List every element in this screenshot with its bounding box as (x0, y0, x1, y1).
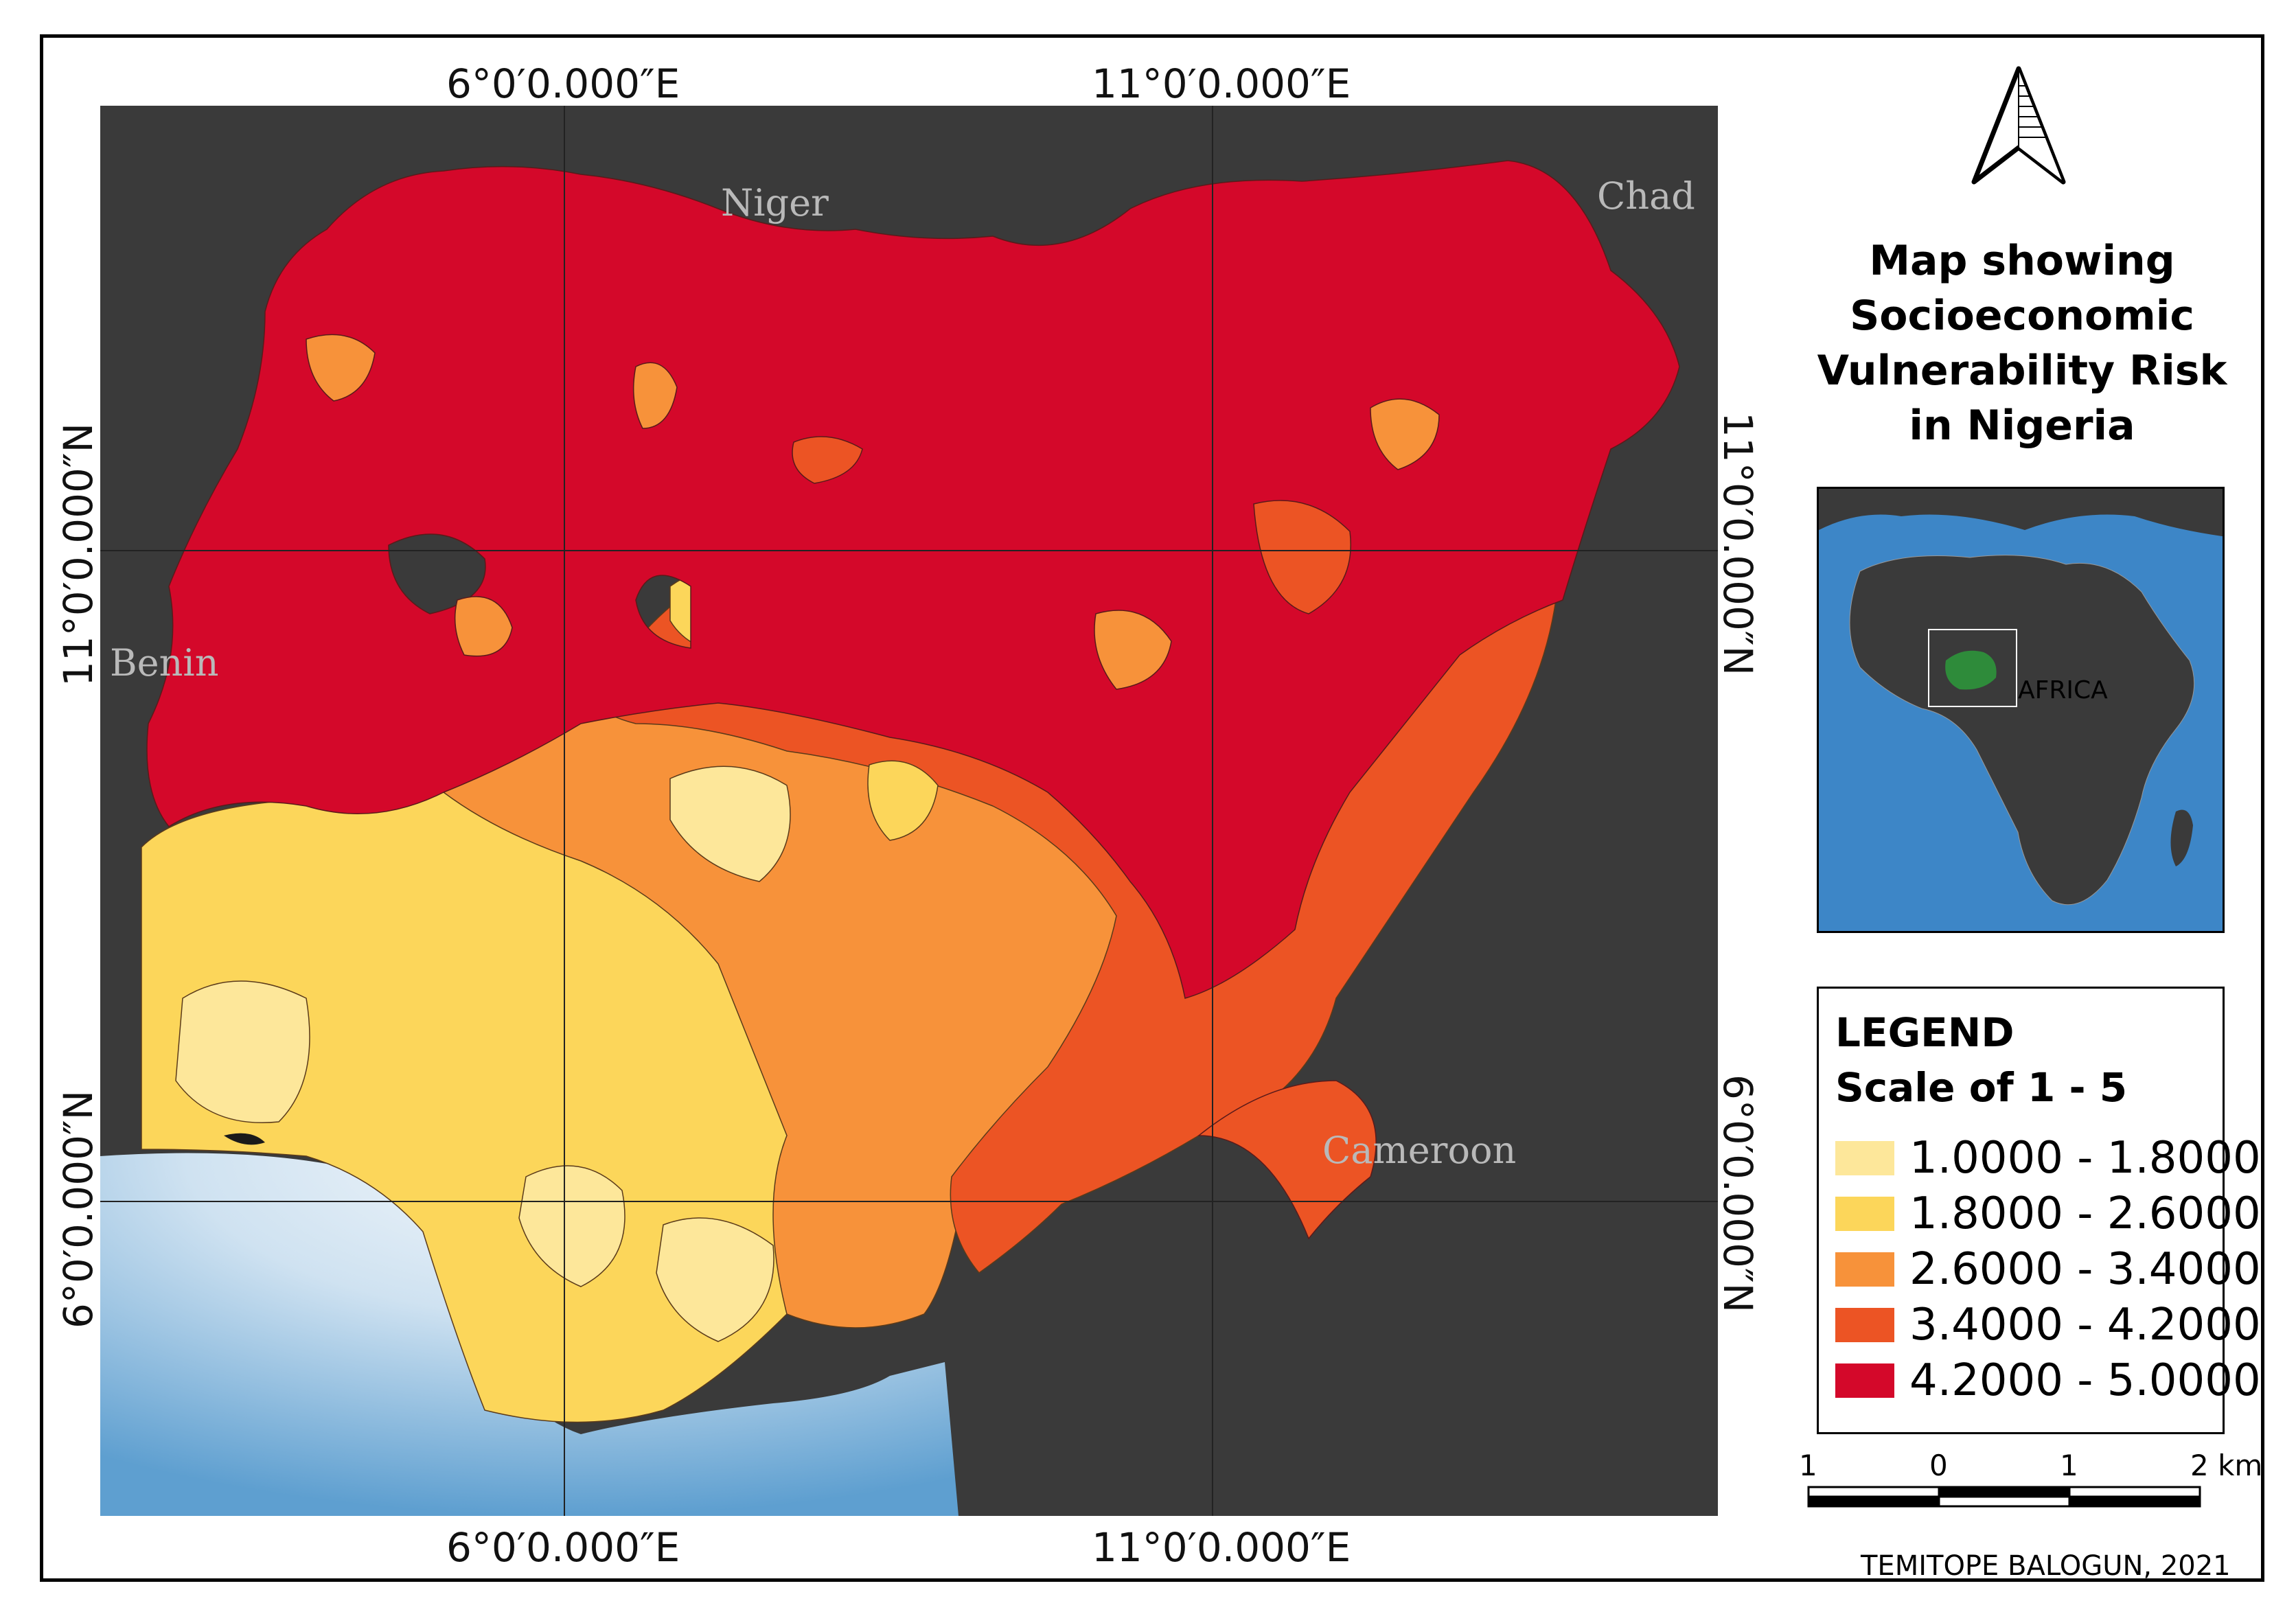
inset-nigeria (1945, 650, 1997, 690)
region-north-orange-3 (1370, 398, 1440, 470)
legend-swatch (1835, 1308, 1894, 1342)
region-pale-3 (656, 1217, 774, 1342)
scale-label: 1 (1799, 1449, 1817, 1482)
legend-subheading: Scale of 1 - 5 (1835, 1064, 2128, 1111)
region-north-red (146, 160, 1680, 999)
main-map[interactable]: Niger Chad Benin Cameroon (100, 106, 1718, 1516)
map-canvas (100, 106, 1718, 1516)
scale-label: 0 (1929, 1449, 1948, 1482)
region-middle-yellow-3 (867, 760, 939, 841)
grid-label-bottom-6e: 6°0′0.000″E (446, 1524, 680, 1571)
author-credit: TEMITOPE BALOGUN, 2021 (1861, 1550, 2231, 1582)
grid-label-top-6e: 6°0′0.000″E (446, 60, 680, 107)
map-frame (40, 34, 2264, 1582)
grid-label-left-6n: 6°0′0.000″N (55, 1090, 102, 1328)
inset-madagascar (2170, 809, 2193, 866)
region-north-darkorange-2 (792, 436, 863, 484)
country-label-cameroon: Cameroon (1322, 1129, 1517, 1172)
region-pale-1 (175, 980, 310, 1123)
scale-label: 2 km (2190, 1449, 2263, 1482)
gulf-of-guinea (100, 1153, 958, 1516)
lagos-lagoon (224, 1133, 265, 1145)
region-north-orange-5 (454, 596, 513, 657)
inset-africa (1849, 555, 2195, 906)
north-arrow-icon (1971, 66, 2066, 185)
country-label-niger: Niger (721, 181, 829, 225)
country-label-chad: Chad (1597, 174, 1695, 218)
legend-label: 1.0000 - 1.8000 (1909, 1133, 2261, 1184)
scale-label: 1 (2060, 1449, 2078, 1482)
grid-label-left-11n: 11°0′0.000″N (55, 423, 102, 687)
region-north-orange-2 (632, 362, 678, 429)
legend-swatch (1835, 1363, 1894, 1398)
legend-swatch (1835, 1141, 1894, 1175)
region-pale-2 (518, 1165, 625, 1287)
scale-bar: 1 0 1 2 km (1799, 1449, 2280, 1510)
region-middle-yellow-2 (669, 766, 791, 882)
legend-label: 3.4000 - 4.2000 (1909, 1300, 2261, 1350)
legend-heading: LEGEND (1835, 1009, 2014, 1056)
region-north-orange-1 (306, 334, 376, 402)
grid-label-bottom-11e: 11°0′0.000″E (1092, 1524, 1351, 1571)
inset-extent-box (1928, 629, 2017, 707)
legend-swatch (1835, 1252, 1894, 1287)
grid-label-top-11e: 11°0′0.000″E (1092, 60, 1351, 107)
inset-label-africa: AFRICA (2018, 676, 2108, 704)
grid-label-right-6n: 6°0′0.000″N (1714, 1074, 1761, 1313)
legend-label: 2.6000 - 3.4000 (1909, 1244, 2261, 1295)
legend-label: 1.8000 - 2.6000 (1909, 1188, 2261, 1239)
region-southeast-orange (1197, 1080, 1377, 1240)
scale-bar-graphic (1807, 1486, 2201, 1508)
legend-label: 4.2000 - 5.0000 (1909, 1355, 2261, 1406)
map-title: Map showing Socioeconomic Vulnerability … (1817, 237, 2227, 450)
inset-canvas: AFRICA (1819, 489, 2223, 931)
country-label-benin: Benin (110, 641, 219, 684)
region-north-darkorange-1 (1253, 500, 1351, 614)
legend-panel: LEGEND Scale of 1 - 5 1.0000 - 1.8000 1.… (1817, 987, 2261, 1434)
grid-label-right-11n: 11°0′0.000″N (1714, 412, 1761, 676)
region-north-orange-4 (1094, 610, 1172, 690)
inset-map-africa[interactable]: AFRICA (1817, 487, 2225, 933)
inset-europe (1819, 489, 2223, 537)
legend-swatch (1835, 1197, 1894, 1231)
